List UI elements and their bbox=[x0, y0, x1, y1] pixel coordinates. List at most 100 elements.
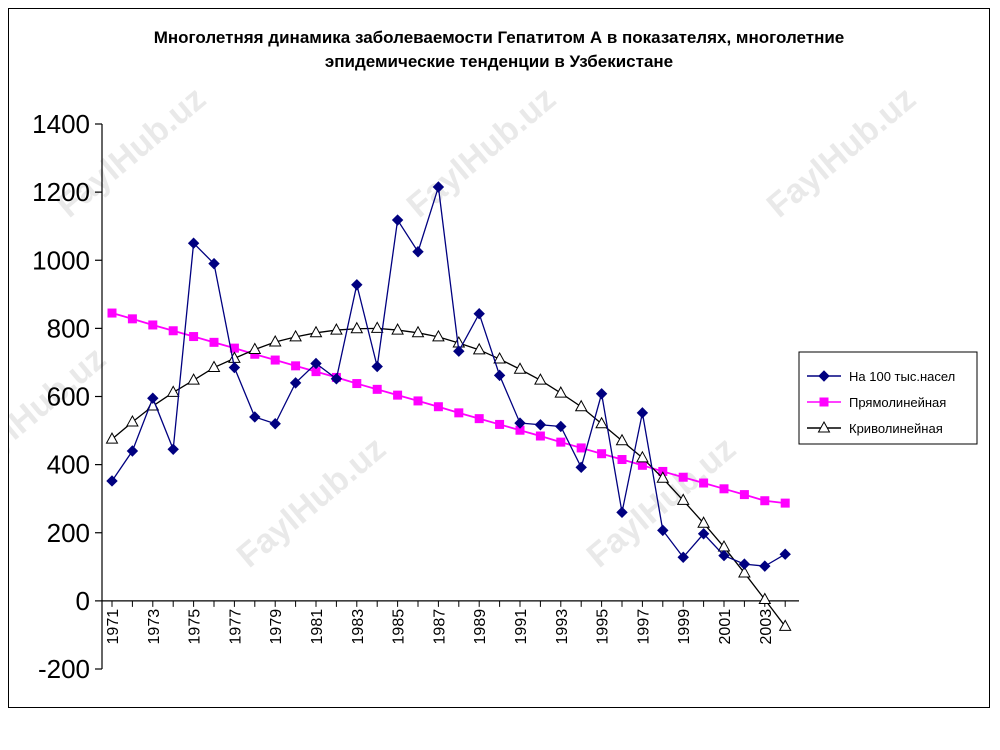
data-point bbox=[310, 357, 322, 370]
data-point bbox=[248, 342, 262, 354]
x-tick-label: 1973 bbox=[146, 609, 163, 645]
x-tick-label: 1991 bbox=[513, 609, 530, 645]
data-point bbox=[309, 325, 323, 338]
data-point bbox=[208, 257, 220, 270]
data-point bbox=[760, 496, 770, 506]
data-point bbox=[453, 345, 465, 357]
x-tick-label: 1979 bbox=[268, 609, 285, 645]
series-layer bbox=[105, 181, 792, 631]
data-point bbox=[738, 565, 751, 578]
data-point bbox=[270, 355, 280, 365]
data-point bbox=[372, 384, 382, 394]
y-tick-label: 0 bbox=[76, 586, 90, 616]
y-tick-label: 1000 bbox=[32, 245, 90, 275]
x-tick-label: 1997 bbox=[635, 609, 652, 645]
data-point bbox=[493, 351, 506, 364]
data-point bbox=[168, 326, 178, 336]
data-point bbox=[371, 360, 383, 373]
data-point bbox=[411, 325, 425, 338]
data-point bbox=[432, 181, 445, 193]
data-point bbox=[576, 443, 586, 453]
data-point bbox=[189, 332, 199, 342]
watermark: FaylHub.uz bbox=[760, 79, 923, 225]
data-point bbox=[391, 323, 404, 335]
data-point bbox=[207, 360, 221, 373]
data-point bbox=[595, 416, 608, 429]
data-point bbox=[758, 592, 772, 605]
x-tick-label: 1975 bbox=[187, 609, 204, 645]
data-point bbox=[514, 417, 526, 429]
data-point bbox=[268, 334, 282, 347]
y-tick-label: 1200 bbox=[32, 177, 90, 207]
data-point bbox=[495, 419, 505, 429]
data-point bbox=[148, 320, 158, 330]
data-point bbox=[595, 388, 608, 400]
data-point bbox=[352, 379, 362, 389]
x-tick-label: 1995 bbox=[595, 609, 612, 645]
data-point bbox=[513, 362, 527, 374]
x-tick-label: 1989 bbox=[472, 609, 489, 645]
legend-label: Прямолинейная bbox=[849, 395, 946, 410]
data-point bbox=[228, 361, 241, 374]
data-point bbox=[249, 411, 261, 423]
legend-swatch-marker bbox=[818, 370, 830, 382]
legend-item: Прямолинейная bbox=[807, 395, 946, 410]
data-point bbox=[454, 408, 464, 418]
data-point bbox=[678, 472, 688, 482]
x-tick-label: 2001 bbox=[717, 609, 734, 645]
data-point bbox=[697, 516, 710, 528]
x-tick-label: 1985 bbox=[391, 609, 408, 645]
y-tick-label: 600 bbox=[47, 382, 90, 412]
data-point bbox=[330, 323, 343, 335]
data-point bbox=[289, 377, 302, 389]
y-axis-ticks: -200 0 200 400 600 800 1000 1200 1400 bbox=[32, 109, 102, 684]
series-1 bbox=[106, 181, 791, 572]
data-point bbox=[597, 449, 607, 459]
data-point bbox=[127, 314, 137, 324]
data-point bbox=[473, 308, 485, 320]
data-point bbox=[718, 549, 730, 562]
x-tick-label: 1971 bbox=[105, 609, 122, 645]
y-tick-label: 800 bbox=[47, 313, 90, 343]
watermark: FaylHub.uz bbox=[400, 79, 563, 225]
data-point bbox=[126, 445, 139, 457]
data-point bbox=[413, 396, 423, 406]
series-line bbox=[111, 186, 786, 567]
data-point bbox=[780, 498, 790, 508]
data-point bbox=[350, 321, 364, 334]
series-line bbox=[111, 312, 786, 505]
data-point bbox=[534, 373, 547, 385]
data-point bbox=[677, 551, 689, 563]
data-point bbox=[493, 369, 506, 382]
x-tick-label: 1977 bbox=[227, 609, 244, 645]
legend-swatch-marker bbox=[817, 420, 831, 433]
x-tick-label: 1999 bbox=[676, 609, 693, 645]
data-point bbox=[555, 420, 567, 433]
data-point bbox=[574, 399, 588, 412]
data-point bbox=[719, 484, 729, 494]
legend-label: На 100 тыс.насел bbox=[849, 369, 955, 384]
data-point bbox=[535, 431, 545, 441]
y-tick-label: 1400 bbox=[32, 109, 90, 139]
y-tick-label: 400 bbox=[47, 450, 90, 480]
x-axis-ticks: 1971 1973 1975 1977 1979 1981 1983 1985 1987 1989… bbox=[105, 600, 786, 645]
data-point bbox=[738, 558, 751, 570]
data-point bbox=[699, 478, 709, 488]
data-point bbox=[126, 415, 139, 427]
data-point bbox=[289, 329, 302, 342]
y-tick-label: 200 bbox=[47, 518, 90, 548]
data-point bbox=[106, 475, 118, 487]
chart-title-line-2: эпидемические тенденции в Узбекистане bbox=[325, 52, 673, 71]
data-point bbox=[391, 214, 404, 226]
data-point bbox=[351, 279, 363, 291]
data-point bbox=[432, 329, 445, 342]
data-point bbox=[166, 385, 180, 397]
data-point bbox=[554, 386, 568, 398]
data-point bbox=[291, 361, 301, 371]
data-point bbox=[474, 414, 484, 424]
data-point bbox=[105, 432, 119, 444]
data-point bbox=[147, 392, 159, 404]
data-point bbox=[472, 342, 486, 355]
data-point bbox=[187, 373, 200, 385]
data-point bbox=[778, 619, 792, 631]
